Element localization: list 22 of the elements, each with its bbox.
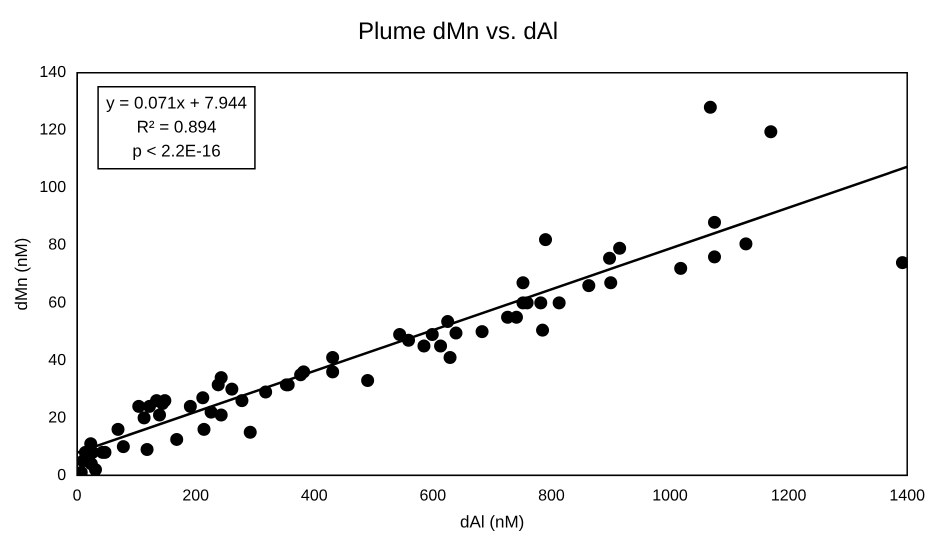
x-tick-label: 0 xyxy=(72,487,82,504)
x-tick-label: 600 xyxy=(420,487,446,504)
y-tick-label: 0 xyxy=(57,466,66,484)
chart-title: Plume dMn vs. dAl xyxy=(358,18,558,46)
x-axis-title: dAl (nM) xyxy=(460,512,524,532)
x-tick-label: 200 xyxy=(182,487,210,504)
annotation: y = 0.071x + 7.944 xyxy=(106,93,247,112)
y-tick-label: 120 xyxy=(39,122,66,139)
x-tick-label: 1400 xyxy=(889,487,926,504)
y-tick-label: 60 xyxy=(48,294,66,312)
y-tick-label: 20 xyxy=(48,409,66,426)
annotation: p < 2.2E-16 xyxy=(132,141,221,160)
x-tick-label: 1000 xyxy=(652,487,688,504)
x-tick-label: 1200 xyxy=(770,487,807,504)
y-tick-label: 40 xyxy=(48,352,66,369)
y-axis-title: dMn (nM) xyxy=(12,238,31,310)
y-tick-label: 140 xyxy=(39,64,66,82)
annotation: R² = 0.894 xyxy=(136,117,216,136)
x-tick-label: 800 xyxy=(538,487,565,504)
y-tick-label: 80 xyxy=(48,236,66,254)
x-tick-label: 400 xyxy=(300,487,328,504)
y-tick-label: 100 xyxy=(39,179,66,196)
